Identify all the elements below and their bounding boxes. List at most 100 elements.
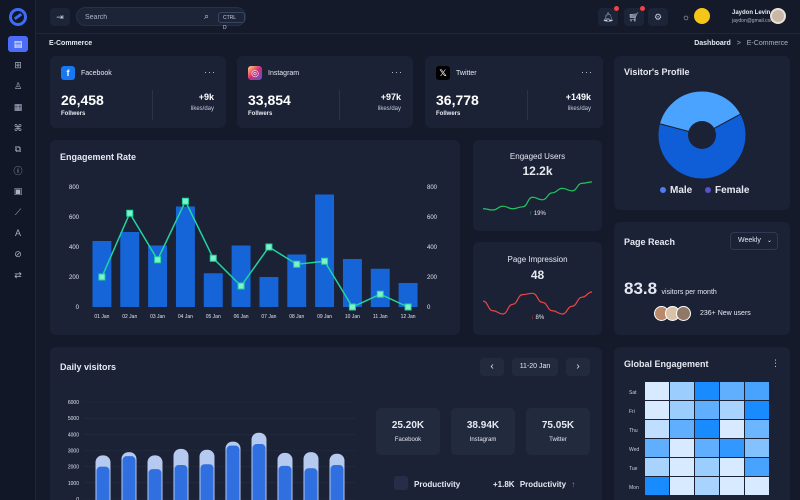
twitter-followers-label: Follwers <box>436 111 461 117</box>
daily-stat-facebook: 25.20K Facebook <box>376 408 440 455</box>
heatmap-row-label: Wed <box>629 447 640 453</box>
page-reach-title: Page Reach <box>624 237 676 247</box>
x-axis-tick: 04 Jan <box>178 314 193 320</box>
instagram-delta: +97k <box>380 92 401 102</box>
daily-bar-lower <box>148 469 162 500</box>
more-options-icon[interactable]: ··· <box>204 67 216 77</box>
engaged-users-line <box>482 181 593 211</box>
heatmap-cell <box>745 477 769 495</box>
up-arrow-icon: ↑ <box>571 480 576 489</box>
heatmap-cell <box>695 458 719 476</box>
heatmap-cell <box>645 382 669 400</box>
legend-female-dot <box>705 187 712 194</box>
y-axis-tick-right: 800 <box>427 185 438 191</box>
page-impression-sparkline <box>482 291 593 315</box>
settings-gear-icon[interactable]: ⚙ <box>648 8 668 26</box>
engagement-line-point <box>321 257 329 265</box>
app-logo-icon[interactable] <box>9 8 27 26</box>
heatmap-cell <box>745 401 769 419</box>
more-options-icon[interactable]: ··· <box>391 67 403 77</box>
y-axis-tick-left: 400 <box>69 245 80 251</box>
user-avatar-yellow[interactable] <box>694 8 710 24</box>
y-axis-tick: 2000 <box>68 465 79 471</box>
daily-facebook-label: Facebook <box>394 437 422 443</box>
sidebar-item-apps-icon[interactable]: ⊞ <box>14 59 22 70</box>
theme-sun-icon[interactable]: ☼ <box>681 12 691 22</box>
user-email: jaydon@gmail.com <box>732 18 775 24</box>
facebook-followers: 26,458 <box>61 92 104 108</box>
sidebar-item-calendar-icon[interactable]: ▣ <box>13 185 23 196</box>
collapse-sidebar-icon[interactable]: ⇥ <box>50 8 70 26</box>
engagement-bar <box>148 245 168 307</box>
topbar: ⇥ ⌕ CTRL D 🔔︎ 🛒︎ ⚙ ☼ Jaydon Levin jaydon… <box>36 0 800 34</box>
global-engagement-card: Global Engagement ⋮ Sat Fri Thu Wed Tue … <box>614 347 790 500</box>
user-name: Jaydon Levin <box>732 10 771 16</box>
productivity-icon <box>394 476 408 490</box>
page-reach-card: Page Reach Weekly ⌄ 83.8 visitors per mo… <box>614 222 790 335</box>
y-axis-tick-right: 400 <box>427 245 438 251</box>
up-arrow-icon: ↑ <box>529 211 533 217</box>
prev-range-button[interactable]: ‹ <box>480 358 504 376</box>
breadcrumb: Dashboard > E-Commerce <box>694 40 788 47</box>
instagram-icon: ◎ <box>248 66 262 80</box>
heatmap-cell <box>695 477 719 495</box>
y-axis-tick: 5000 <box>68 416 79 422</box>
engaged-users-sparkline <box>482 181 593 211</box>
sidebar-item-switch-icon[interactable]: ⇄ <box>14 269 22 280</box>
pie-slice-male <box>658 90 742 136</box>
sidebar-item-documents-icon[interactable]: ▦ <box>13 101 23 112</box>
notification-icon[interactable]: 🔔︎ <box>598 6 619 26</box>
pie-hole <box>688 121 716 149</box>
search-bar[interactable]: ⌕ CTRL D <box>76 7 246 31</box>
x-glyph: 𝕏 <box>439 67 447 78</box>
page-impression-card: Page Impression 48 ↓ 8% <box>473 242 602 335</box>
daily-bar-lower <box>330 465 344 500</box>
breadcrumb-root[interactable]: Dashboard <box>694 40 731 47</box>
sidebar-item-compass-icon[interactable]: ⊘ <box>14 248 22 259</box>
sidebar-item-typography-icon[interactable]: A <box>14 228 21 238</box>
next-range-button[interactable]: › <box>566 358 590 376</box>
heatmap-cell <box>670 382 694 400</box>
daily-instagram-value: 38.94K <box>466 420 500 431</box>
engagement-line-point <box>126 209 134 217</box>
heatmap-row-label: Mon <box>629 485 639 491</box>
more-options-icon[interactable]: ⋮ <box>771 358 780 368</box>
x-axis-tick: 06 Jan <box>234 314 249 320</box>
engagement-rate-title: Engagement Rate <box>60 152 137 162</box>
search-icon[interactable]: ⌕ <box>204 11 210 21</box>
engaged-users-value: 12.2k <box>522 164 553 178</box>
y-axis-tick-left: 600 <box>69 215 80 221</box>
sidebar-item-users-icon[interactable]: ♙ <box>13 80 23 91</box>
date-range-label[interactable]: 11-20 Jan <box>512 358 558 376</box>
user-avatar[interactable] <box>770 8 786 24</box>
sidebar-item-command-icon[interactable]: ⌘ <box>13 122 23 133</box>
instagram-card: ◎ Instagram ··· 33,854 Follwers +97k lik… <box>237 56 413 128</box>
page-reach-filter-dropdown[interactable]: Weekly ⌄ <box>730 232 778 250</box>
x-axis-tick: 10 Jan <box>345 314 360 320</box>
heatmap-row-label: Fri <box>629 409 635 415</box>
more-options-icon[interactable]: ··· <box>581 67 593 77</box>
daily-bar-lower <box>96 466 110 500</box>
engagement-bar <box>342 259 362 307</box>
heatmap-cell <box>695 420 719 438</box>
x-axis-tick: 02 Jan <box>122 314 137 320</box>
engagement-line-point <box>181 197 189 205</box>
heatmap-cell <box>670 401 694 419</box>
sidebar-item-chart-icon[interactable]: ⟋ <box>14 206 22 217</box>
daily-visitors-title: Daily visitors <box>60 362 117 372</box>
daily-twitter-value: 75.05K <box>541 420 575 431</box>
sidebar-item-info-icon[interactable]: ⓘ <box>13 165 23 176</box>
facebook-card: f Facebook ··· 26,458 Follwers +9k likes… <box>50 56 226 128</box>
heatmap-cell <box>695 401 719 419</box>
y-axis-tick-left: 0 <box>76 305 80 311</box>
cart-icon[interactable]: 🛒︎ <box>624 6 645 26</box>
visitor-profile-card: Visitor's Profile Male Female <box>614 56 790 210</box>
sidebar-item-layers-icon[interactable]: ⧉ <box>14 143 22 154</box>
x-axis-tick: 09 Jan <box>317 314 332 320</box>
search-input[interactable] <box>85 11 165 23</box>
sidebar-item-dashboard-icon[interactable]: ▤ <box>8 36 28 52</box>
engagement-line-point <box>293 260 301 268</box>
x-icon: 𝕏 <box>436 66 450 80</box>
twitter-name: Twitter <box>456 70 477 77</box>
y-axis-tick-left: 800 <box>69 185 80 191</box>
